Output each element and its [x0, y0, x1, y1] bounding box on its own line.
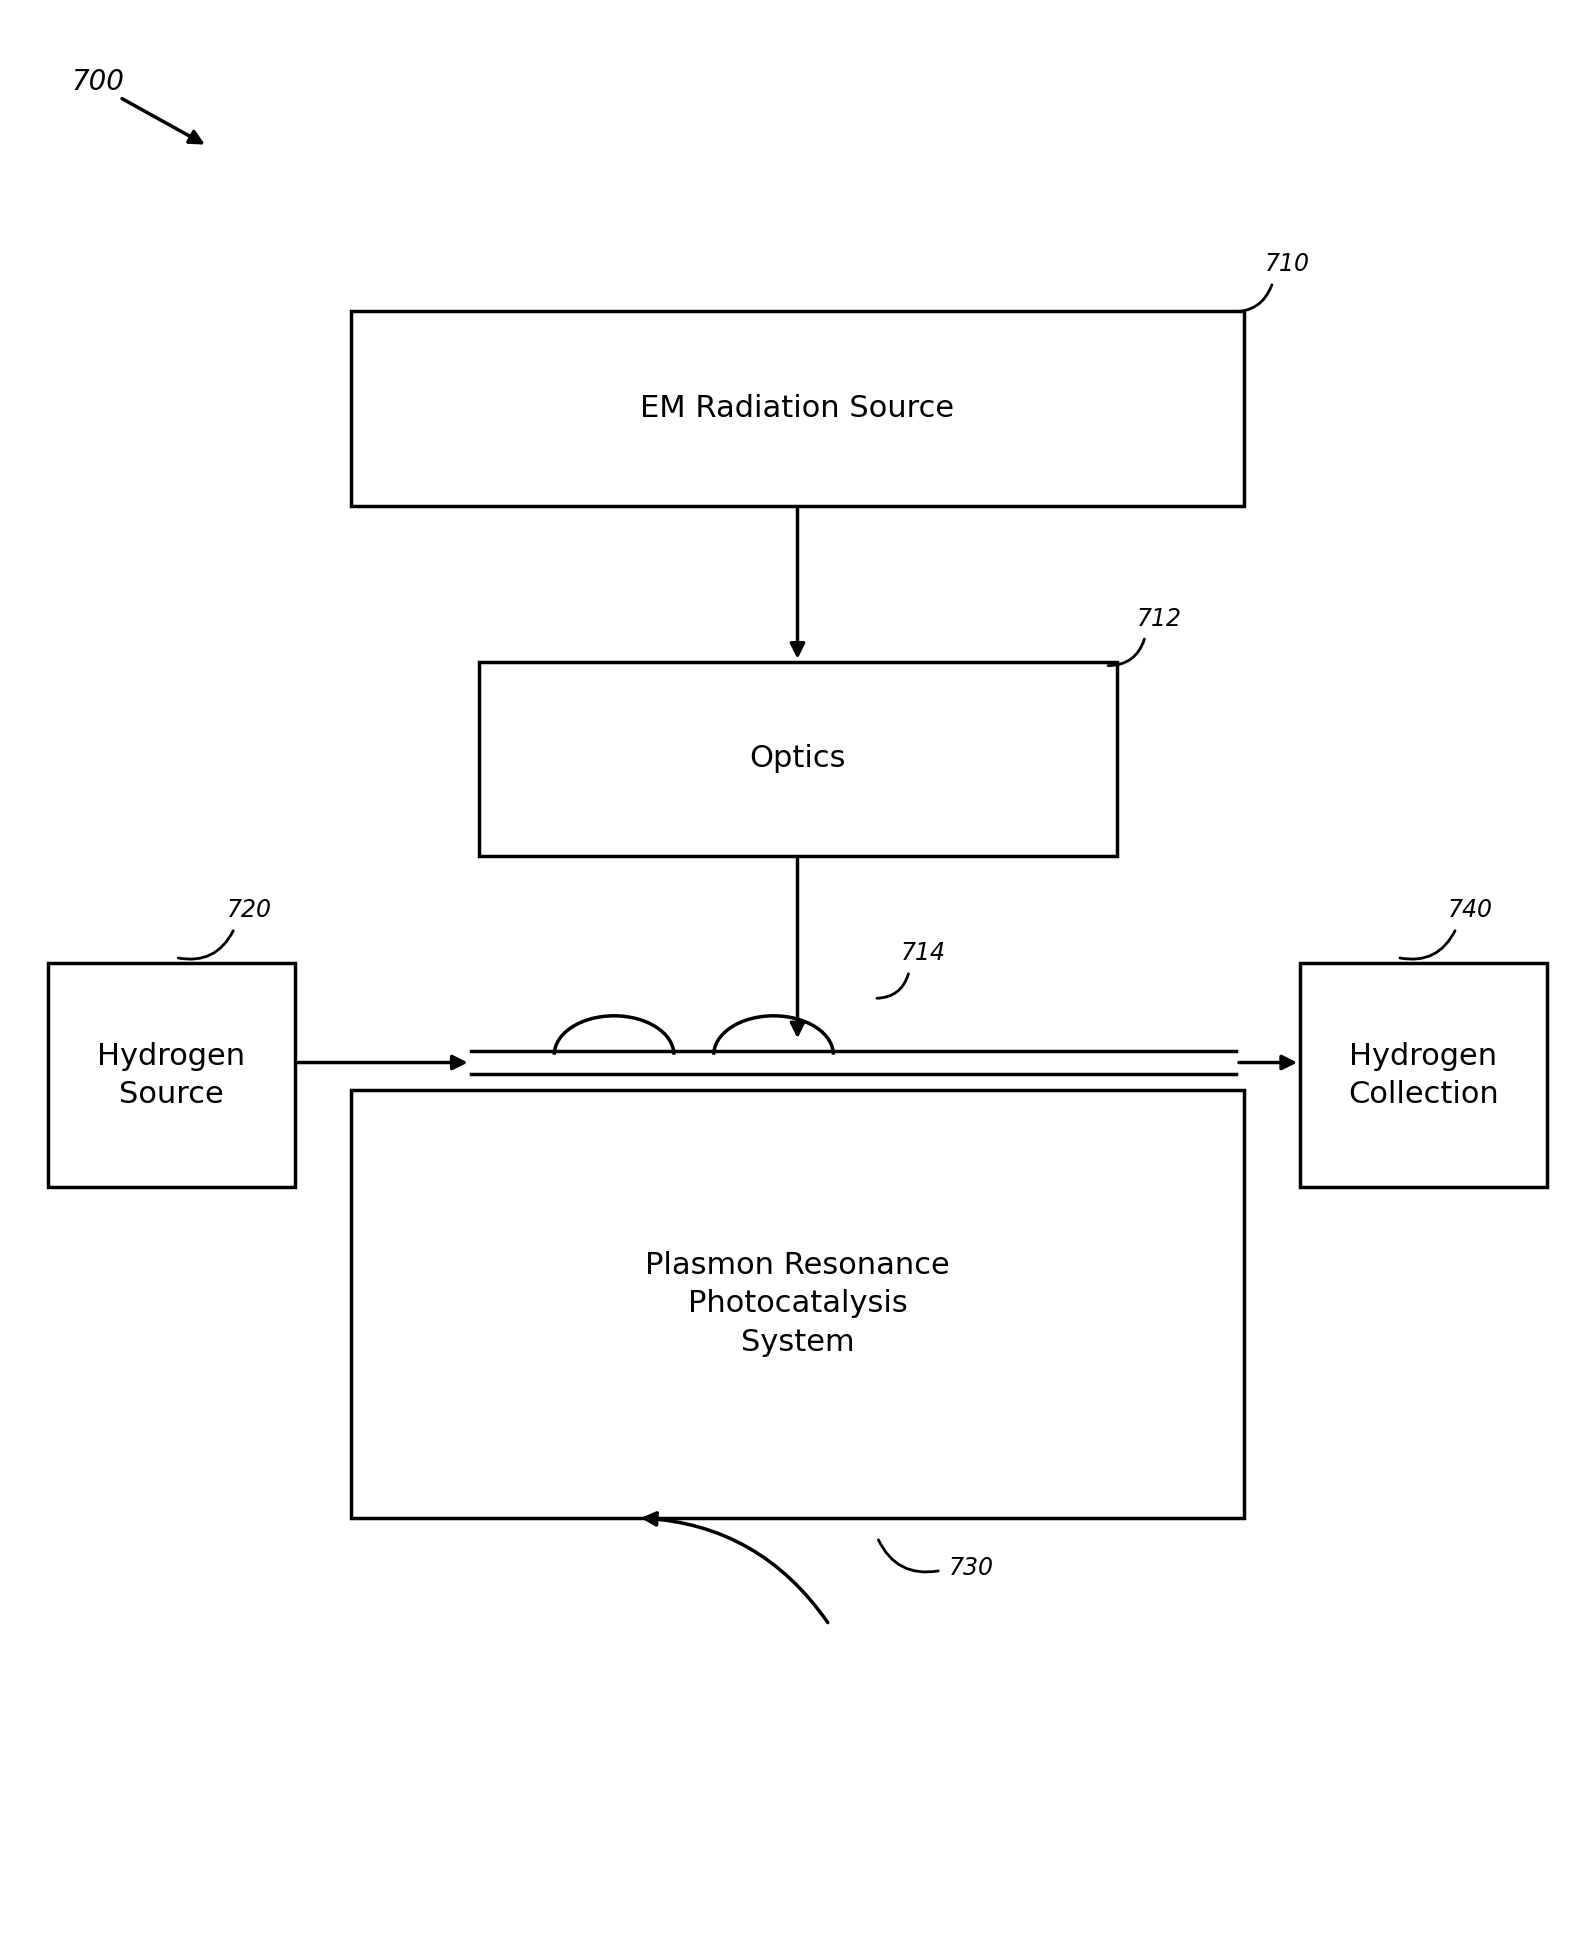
Bar	[48, 963, 295, 1187]
Text: 740: 740	[1448, 899, 1493, 922]
Bar	[478, 662, 1116, 856]
Bar	[1300, 963, 1547, 1187]
Text: 714: 714	[901, 942, 946, 965]
Text: Plasmon Resonance
Photocatalysis
System: Plasmon Resonance Photocatalysis System	[644, 1251, 951, 1356]
Text: EM Radiation Source: EM Radiation Source	[641, 395, 954, 422]
Text: 720: 720	[226, 899, 271, 922]
Text: 712: 712	[1137, 607, 1182, 631]
Text: 730: 730	[949, 1557, 994, 1580]
Bar	[351, 1090, 1244, 1518]
Text: 710: 710	[1265, 253, 1309, 276]
Bar	[351, 311, 1244, 506]
Text: Hydrogen
Collection: Hydrogen Collection	[1348, 1041, 1499, 1109]
Text: Hydrogen
Source: Hydrogen Source	[97, 1041, 246, 1109]
Text: Optics: Optics	[750, 745, 845, 773]
Text: 700: 700	[72, 68, 124, 95]
